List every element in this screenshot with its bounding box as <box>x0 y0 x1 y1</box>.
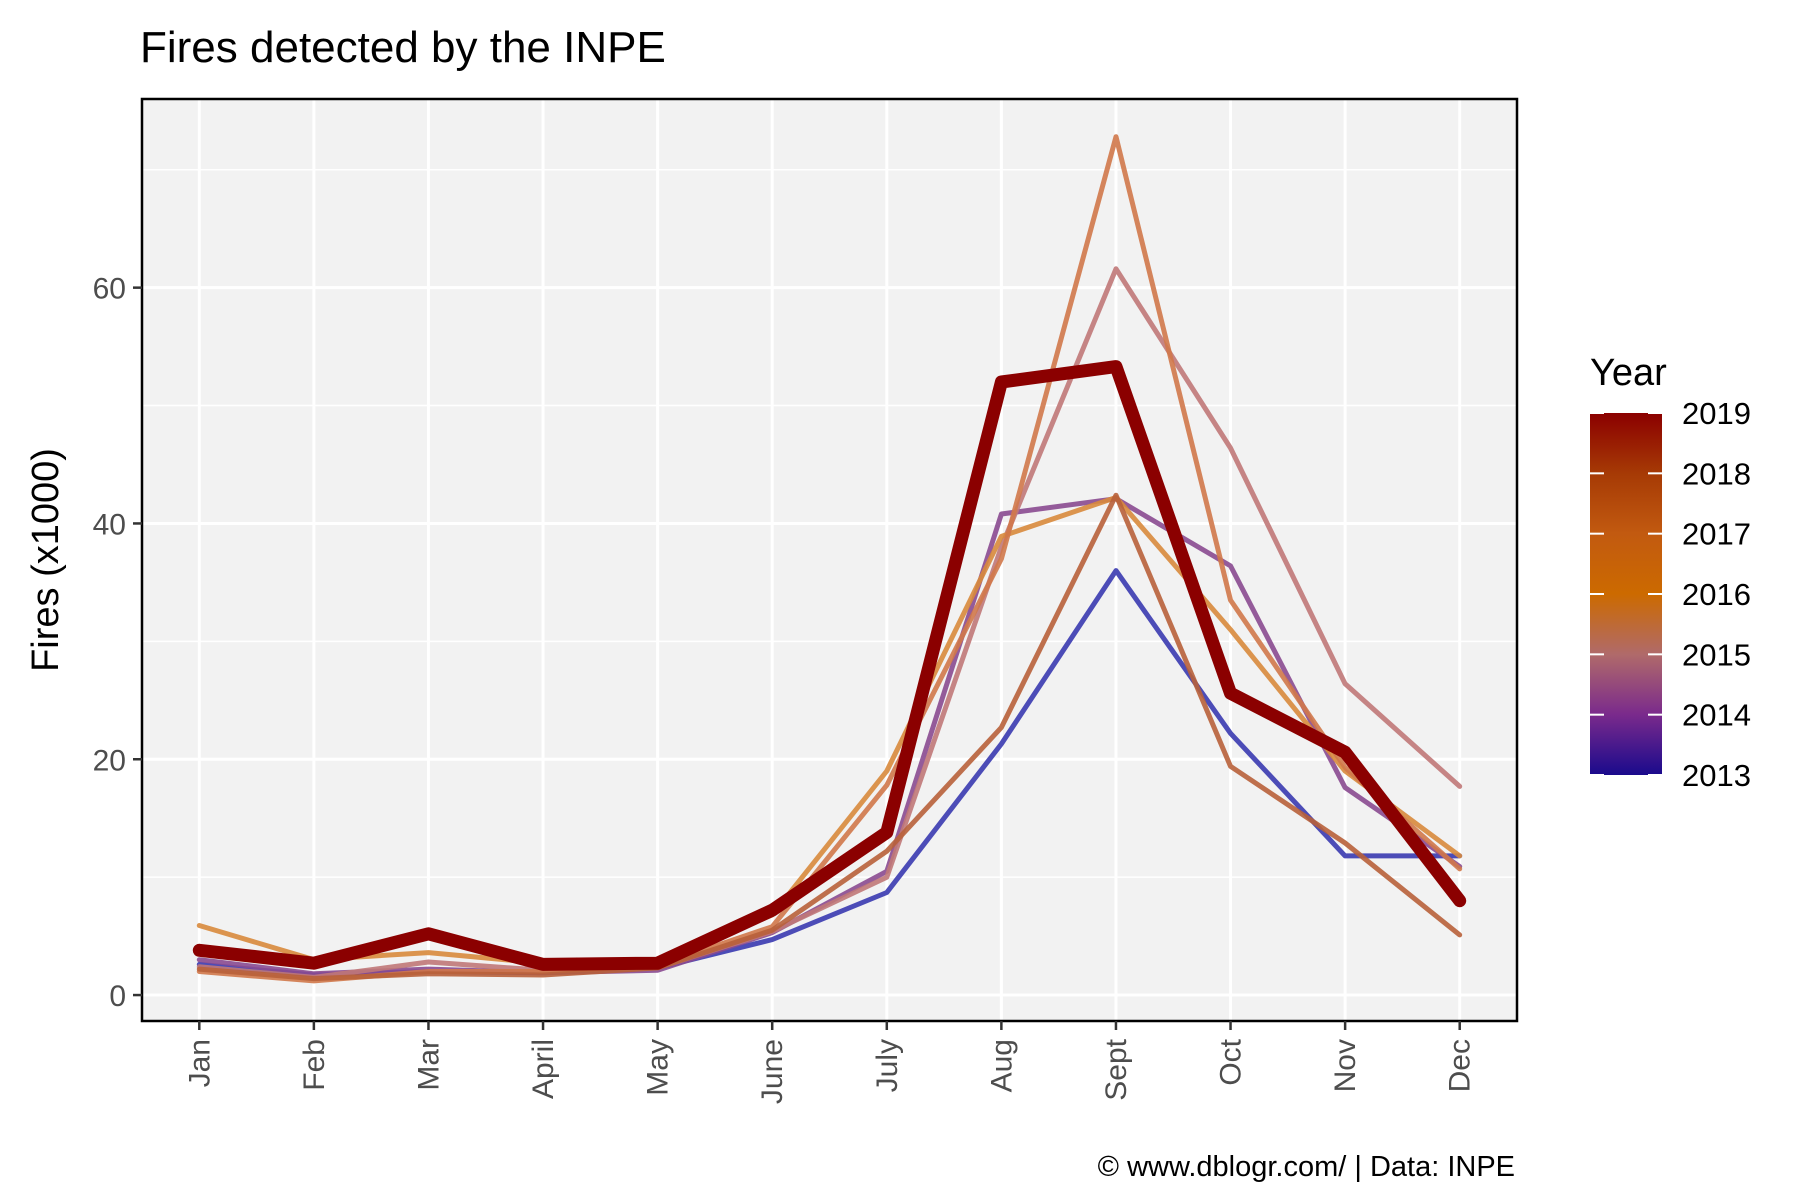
legend-ticks: 2019 2018 2017 2016 2015 2014 2013 <box>1590 396 1751 793</box>
y-tick-label: 20 <box>93 744 126 777</box>
x-tick-label: Jan <box>183 1039 216 1087</box>
legend-label: 2015 <box>1682 637 1751 672</box>
grid-lines <box>142 99 1517 1021</box>
x-tick-label: Nov <box>1329 1039 1362 1092</box>
plot-panel <box>142 99 1517 1021</box>
x-tick-label: Feb <box>298 1039 331 1091</box>
x-tick-label: May <box>642 1039 675 1096</box>
y-tick-label: 0 <box>109 980 126 1013</box>
legend-label: 2014 <box>1682 698 1751 733</box>
legend-label: 2018 <box>1682 456 1751 491</box>
series-line-2016 <box>196 495 1463 966</box>
series-layer <box>192 134 1467 984</box>
x-tick-label: Aug <box>985 1039 1018 1092</box>
series-line-2018 <box>196 492 1463 982</box>
x-tick-label: Sept <box>1100 1038 1133 1100</box>
x-tick-label: Dec <box>1444 1039 1477 1092</box>
x-tick-label: April <box>527 1039 560 1099</box>
x-axis: Jan Feb Mar April May June July Aug Sept Oct Nov De… <box>183 1021 1477 1104</box>
y-tick-label: 60 <box>93 273 126 306</box>
x-tick-label: July <box>871 1039 904 1092</box>
series-line-2019 <box>192 360 1467 971</box>
x-tick-label: Oct <box>1215 1038 1248 1085</box>
legend-label: 2013 <box>1682 758 1751 793</box>
y-axis-label: Fires (x1000) <box>25 448 67 672</box>
chart-title: Fires detected by the INPE <box>140 23 666 72</box>
legend: Year 2019 2018 2017 2016 2015 2014 2013 <box>1590 352 1751 793</box>
legend-label: 2017 <box>1682 517 1751 552</box>
plot-border <box>140 97 1519 1023</box>
legend-title: Year <box>1590 352 1667 394</box>
y-axis: 0 20 40 60 <box>93 273 142 1013</box>
series-line-2015 <box>196 266 1463 980</box>
legend-label: 2016 <box>1682 577 1751 612</box>
chart-caption: © www.dblogr.com/ | Data: INPE <box>1098 1151 1515 1183</box>
x-tick-label: Mar <box>412 1039 445 1091</box>
legend-label: 2019 <box>1682 396 1751 431</box>
x-tick-label: June <box>756 1039 789 1104</box>
y-tick-label: 40 <box>93 508 126 541</box>
